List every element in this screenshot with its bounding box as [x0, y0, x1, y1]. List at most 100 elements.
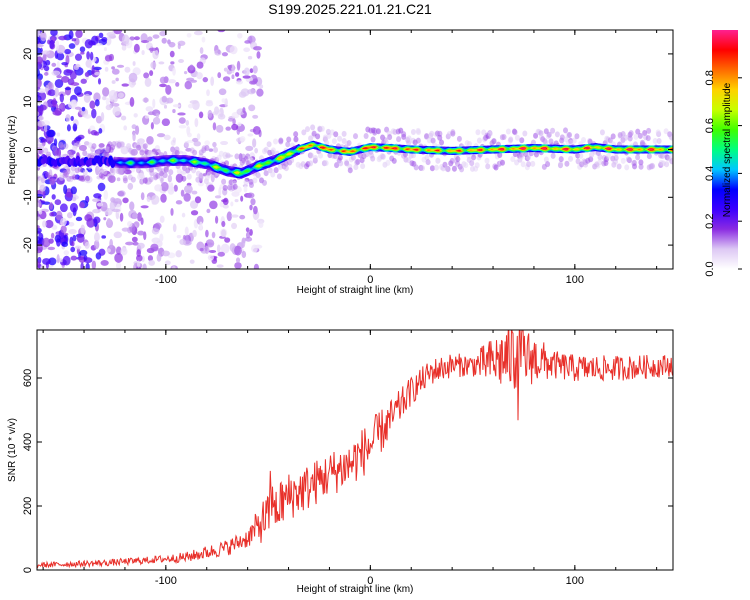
spectrogram-speckle — [39, 184, 46, 192]
spectrogram-haze — [38, 148, 44, 155]
spectrogram-speckle — [247, 133, 254, 137]
spectrogram-haze — [331, 138, 337, 145]
spectrogram-speckle — [68, 222, 75, 227]
spectrogram-haze — [637, 132, 643, 139]
spectrogram-speckle — [231, 74, 235, 80]
spectrogram-speckle — [89, 100, 96, 109]
spectrogram-haze — [224, 160, 230, 167]
spectrogram-speckle — [259, 84, 264, 89]
spectrogram-speckle — [80, 51, 85, 55]
spectrogram-haze — [75, 141, 81, 148]
spectrogram-haze — [333, 131, 339, 138]
snr-y-label: SNR (10 * v/v) — [7, 418, 18, 482]
spectrogram-speckle — [79, 249, 88, 256]
spectrogram-speckle — [100, 112, 105, 122]
spectrogram-haze — [450, 129, 456, 136]
spectrogram-haze — [353, 133, 359, 140]
spectrogram-speckle — [93, 208, 99, 213]
spectrogram-speckle — [121, 83, 129, 87]
y-tick-label: -20 — [22, 237, 34, 253]
spectrogram-haze — [383, 139, 389, 146]
spectrogram-haze — [312, 154, 318, 161]
spectrogram-speckle — [221, 220, 226, 228]
spectrogram-speckle — [64, 87, 72, 91]
spectrogram-speckle — [223, 67, 229, 72]
spectrogram-speckle — [136, 260, 141, 268]
spectrogram-speckle — [148, 47, 158, 51]
spectrogram-haze — [424, 154, 430, 161]
spectrogram-speckle — [49, 39, 55, 49]
spectrogram-speckle — [249, 80, 258, 85]
spectrogram-haze — [363, 132, 369, 139]
spectrogram-speckle — [217, 251, 225, 257]
spectrogram-haze — [652, 138, 658, 145]
spectrogram-speckle — [113, 30, 123, 35]
spectrogram-speckle — [59, 93, 64, 103]
spectrogram-speckle — [151, 200, 157, 205]
spectrogram-speckle — [79, 201, 86, 209]
spectrogram-speckle — [140, 205, 149, 209]
spectrogram-speckle — [71, 99, 78, 108]
spectrogram-haze — [68, 151, 74, 158]
spectrogram-speckle — [159, 76, 167, 84]
spectrogram-speckle — [209, 200, 218, 210]
colorbar-tick-label: 0.6 — [704, 118, 716, 133]
spectrogram-haze — [415, 137, 421, 144]
spectrogram-haze — [350, 154, 356, 161]
spectrogram-speckle — [143, 72, 150, 79]
spectrogram-speckle — [83, 257, 93, 264]
spectrogram-haze — [497, 152, 503, 159]
spectrogram-speckle — [51, 194, 56, 200]
spectrogram-speckle — [191, 190, 198, 195]
spectrogram-haze — [471, 154, 477, 161]
spectrogram-haze — [174, 146, 180, 153]
spectrogram-haze — [607, 137, 613, 144]
spectrogram-haze — [646, 153, 652, 160]
spectrogram-haze — [401, 131, 407, 138]
spectrogram-speckle — [85, 262, 90, 269]
spectrogram-speckle — [205, 229, 209, 238]
spectrogram-speckle — [80, 262, 84, 269]
spectrogram-haze — [186, 173, 192, 180]
spectrogram-speckle — [165, 84, 172, 95]
spectrogram-speckle — [245, 145, 254, 151]
spectrogram-speckle — [37, 43, 44, 48]
spectrogram-speckle — [123, 125, 128, 131]
x-tick-label: -100 — [155, 274, 177, 286]
spectrogram-speckle — [105, 97, 110, 106]
spectrogram-speckle — [141, 50, 145, 55]
spectrogram-haze — [433, 164, 439, 171]
spectrogram-speckle — [103, 47, 108, 52]
spectrogram-haze — [149, 170, 155, 177]
spectrogram-haze — [522, 130, 528, 137]
spectrogram-speckle — [183, 185, 193, 194]
spectrogram-speckle — [236, 127, 241, 135]
spectrogram-speckle — [252, 205, 258, 215]
spectrogram-haze — [130, 176, 136, 183]
spectrogram-speckle — [202, 77, 209, 83]
spectrogram-haze — [319, 125, 325, 132]
spectrogram-haze — [646, 127, 652, 134]
spectrogram-speckle — [120, 247, 128, 256]
spectrogram-haze — [625, 156, 631, 163]
x-tick-label: -100 — [155, 575, 177, 587]
spectrogram-speckle — [220, 140, 229, 146]
spectrogram-speckle — [229, 243, 236, 252]
spectrogram-speckle — [63, 184, 68, 195]
spectrogram-haze — [558, 156, 564, 163]
spectrogram-speckle — [205, 239, 215, 248]
spectrogram-speckle — [41, 50, 51, 55]
spectrogram-haze — [500, 159, 506, 166]
spectrogram-speckle — [218, 88, 227, 96]
spectrogram-haze — [82, 150, 88, 157]
spectrogram-speckle — [98, 128, 103, 134]
spectrogram-haze — [597, 154, 603, 161]
spectrogram-haze — [635, 128, 641, 135]
spectrogram-speckle — [106, 248, 111, 253]
spectrogram-haze — [346, 140, 352, 147]
spectrogram-haze — [118, 169, 124, 176]
spectrogram-speckle — [239, 135, 246, 142]
spectrogram-speckle — [97, 78, 102, 85]
spectrogram-speckle — [61, 62, 68, 66]
spectrogram-speckle — [68, 43, 76, 49]
